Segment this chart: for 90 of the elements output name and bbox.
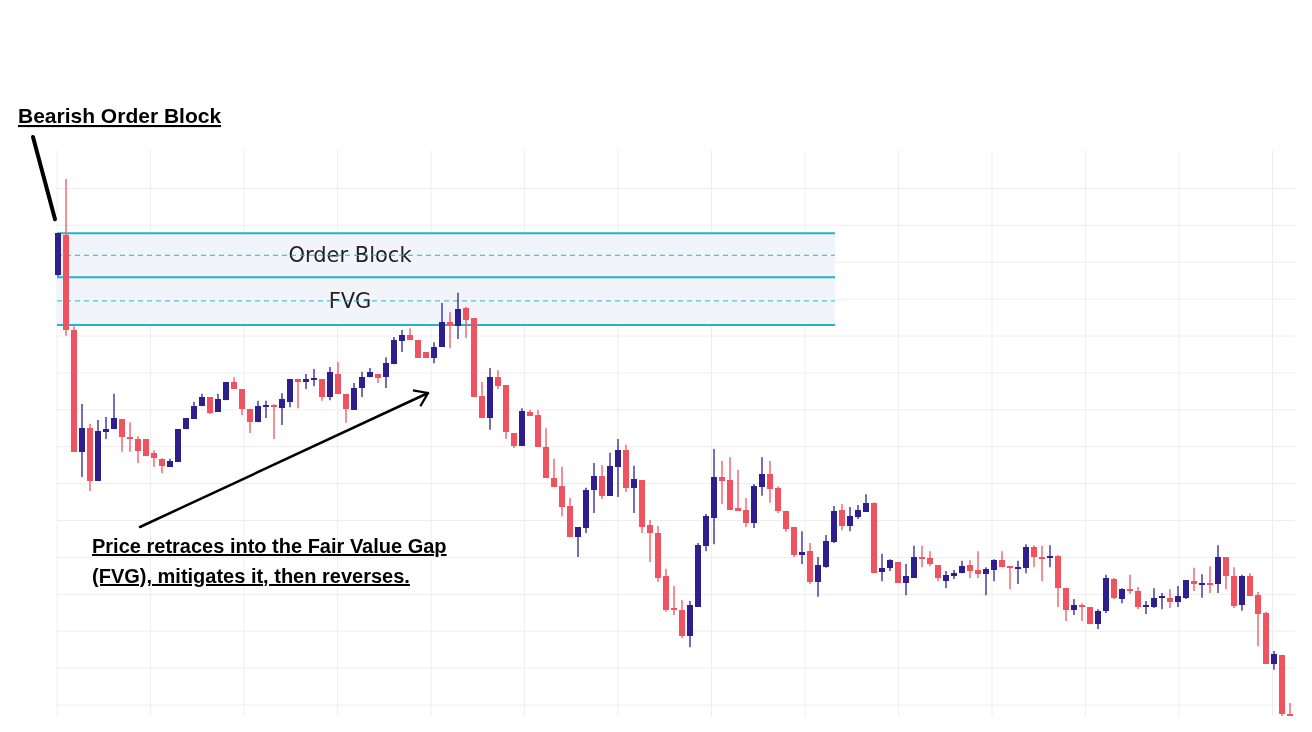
candlestick (1095, 608, 1101, 630)
candlestick (591, 462, 597, 514)
candlestick (279, 392, 285, 426)
candlestick (943, 570, 949, 589)
candlestick (735, 469, 741, 512)
candlestick (1151, 587, 1157, 609)
candlestick (455, 292, 461, 340)
candlestick (911, 545, 917, 579)
candlestick (335, 361, 341, 395)
candlestick (447, 311, 453, 349)
candlestick (303, 373, 309, 390)
candlestick (983, 566, 989, 596)
candlestick (1031, 544, 1037, 568)
candlestick (151, 449, 157, 468)
candlestick (903, 563, 909, 596)
candlestick (1199, 573, 1205, 599)
candlestick (343, 393, 349, 424)
candlestick (1063, 587, 1069, 622)
candlestick (383, 356, 389, 389)
band-label: FVG (328, 289, 372, 314)
candlestick (119, 418, 125, 453)
candlestick (919, 545, 925, 568)
candlestick (1223, 556, 1229, 590)
candlestick (1287, 702, 1293, 717)
candlestick (1159, 592, 1165, 610)
candlestick (135, 435, 141, 464)
candlestick (263, 400, 269, 419)
candlestick (431, 341, 437, 364)
candlestick (1111, 577, 1117, 600)
candlestick (239, 388, 245, 416)
candlestick (1207, 565, 1213, 594)
candlestick (615, 438, 621, 498)
candlestick (815, 556, 821, 598)
candlestick (1271, 650, 1277, 671)
candlestick (719, 460, 725, 505)
candlestick (319, 378, 325, 402)
candlestick (463, 306, 469, 339)
candlestick (767, 460, 773, 504)
candlestick (351, 382, 357, 411)
candlestick (671, 585, 677, 616)
candlestick (1175, 585, 1181, 608)
candlestick (743, 497, 749, 528)
candlestick (647, 519, 653, 563)
candlestick (479, 381, 485, 419)
band-label: Order Block (288, 243, 413, 268)
candlestick (559, 466, 565, 517)
text: Bearish Order Block (18, 104, 222, 127)
candlestick (1127, 574, 1133, 595)
candlestick (1007, 565, 1013, 590)
candlestick (1255, 591, 1261, 647)
candlestick (775, 485, 781, 514)
candlestick (599, 464, 605, 500)
candlestick (839, 503, 845, 531)
candlestick (359, 371, 365, 398)
candlestick (879, 553, 885, 582)
candlestick (103, 416, 109, 440)
candlestick (1135, 586, 1141, 610)
candlestick (1071, 598, 1077, 616)
candlestick (927, 550, 933, 567)
annotation: Price retraces into the Fair Value Gap (FVG), mitigates it, then reverses. (92, 535, 447, 587)
candlestick (295, 378, 301, 409)
candlestick (847, 506, 853, 532)
candlestick (575, 526, 581, 558)
candlestick (967, 559, 973, 579)
candlestick (287, 378, 293, 408)
candlestick (1143, 600, 1149, 615)
candlestick (247, 408, 253, 434)
candlestick (271, 403, 277, 440)
candlestick (1183, 579, 1189, 600)
candlestick (1167, 588, 1173, 609)
candlestick (311, 368, 317, 387)
candlestick (111, 393, 117, 430)
candlestick (1039, 545, 1045, 582)
candlestick (975, 550, 981, 579)
candlestick (1079, 602, 1085, 622)
candlestick (799, 530, 805, 565)
candlestick (1023, 543, 1029, 574)
candlestick (407, 327, 413, 341)
candlestick (631, 465, 637, 514)
candlestick (495, 369, 501, 390)
candlestick (991, 558, 997, 582)
candlestick (759, 456, 765, 497)
candlestick (551, 458, 557, 488)
candlestick (79, 403, 85, 478)
candlestick (399, 329, 405, 353)
candlestick (1047, 544, 1053, 568)
candlestick (1015, 560, 1021, 585)
candlestick (951, 569, 957, 580)
candlestick (1191, 567, 1197, 592)
candlestick (127, 421, 133, 453)
